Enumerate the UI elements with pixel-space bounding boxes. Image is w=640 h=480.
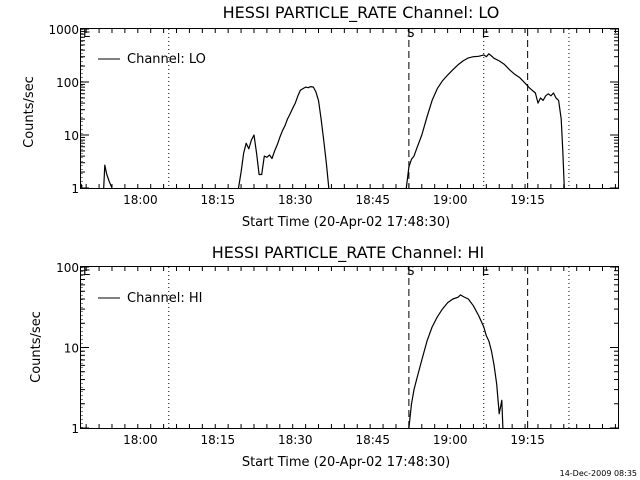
panel-hi-y-tick-label-0: 1 <box>71 422 79 436</box>
panel-lo-y-tick-label-1: 10 <box>64 129 79 143</box>
panel-hi-marker-label-3: E <box>482 264 490 278</box>
date-stamp: 14-Dec-2009 08:35 <box>560 469 637 478</box>
panel-lo-series-0-segment-2 <box>237 85 330 189</box>
panel-lo-x-tick-label-0: 18:00 <box>123 193 158 207</box>
panel-hi-y-tick-label-1: 10 <box>64 342 79 356</box>
panel-lo-x-tick-label-1: 18:15 <box>201 193 236 207</box>
panel-hi-x-axis-label: Start Time (20-Apr-02 17:48:30) <box>242 455 450 470</box>
panel-hi-y-axis-label: Counts/sec <box>29 311 44 383</box>
panel-lo-title: HESSI PARTICLE_RATE Channel: LO <box>223 3 500 23</box>
panel-hi: HESSI PARTICLE_RATE Channel: HI Counts/s… <box>29 243 619 470</box>
panel-hi-marker-label-0: E <box>83 264 91 278</box>
panel-hi-plot-frame <box>80 266 619 429</box>
panel-hi-x-tick-label-4: 19:00 <box>433 433 468 447</box>
panel-lo-y-tick-label-3: 1000 <box>48 23 79 37</box>
panel-hi-x-tick-label-5: 19:15 <box>510 433 545 447</box>
panel-lo-x-tick-label-3: 18:45 <box>355 193 390 207</box>
panel-lo-x-tick-label-4: 19:00 <box>433 193 468 207</box>
panel-lo-plot-frame <box>80 28 619 189</box>
panel-hi-y-tick-label-2: 100 <box>56 261 79 275</box>
panel-hi-series <box>408 294 504 429</box>
panel-lo-y-tick-label-2: 100 <box>56 76 79 90</box>
panel-lo-series-0-segment-3 <box>405 53 565 189</box>
panel-lo-y-tick-label-0: 1 <box>71 182 79 196</box>
panel-hi-title: HESSI PARTICLE_RATE Channel: HI <box>212 243 485 263</box>
panel-lo-y-axis-label: Counts/sec <box>22 76 37 148</box>
panel-lo-x-tick-label-5: 19:15 <box>510 193 545 207</box>
panel-lo-marker-label-3: E <box>482 26 490 40</box>
panel-lo-x-tick-label-2: 18:30 <box>278 193 313 207</box>
panel-hi-legend-label: Channel: HI <box>127 291 203 306</box>
panel-hi-x-tick-label-3: 18:45 <box>355 433 390 447</box>
panel-lo-marker-label-0: E <box>83 26 91 40</box>
panel-hi-axis-ticks: 18:00 18:15 18:30 18:45 19:00 19:15 1 10 100 <box>56 261 618 447</box>
panel-hi-series-0-segment-0 <box>408 294 504 429</box>
panel-lo-legend-label: Channel: LO <box>127 52 206 67</box>
panel-lo-series-0-segment-1 <box>103 164 113 189</box>
panel-hi-marker-label-2: S <box>407 264 415 278</box>
panel-lo: HESSI PARTICLE_RATE Channel: LO Counts/s… <box>22 3 619 230</box>
panel-lo-axis-ticks: 18:00 18:15 18:30 18:45 19:00 19:15 1 10 100 1000 <box>48 23 618 207</box>
panel-hi-x-tick-label-0: 18:00 <box>123 433 158 447</box>
panel-hi-x-tick-label-2: 18:30 <box>278 433 313 447</box>
panel-hi-x-tick-label-1: 18:15 <box>201 433 236 447</box>
panel-lo-series-0-segment-0 <box>80 183 83 189</box>
panel-lo-series <box>80 53 565 189</box>
panel-lo-x-axis-label: Start Time (20-Apr-02 17:48:30) <box>242 215 450 230</box>
panel-lo-marker-label-2: S <box>407 26 415 40</box>
